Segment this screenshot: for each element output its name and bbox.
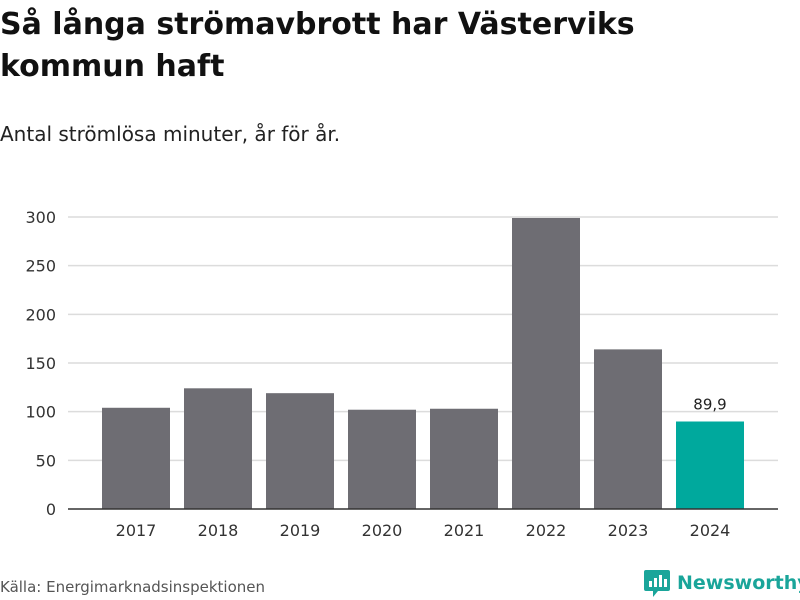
gridlines [68, 216, 778, 462]
bar-2017 [102, 407, 170, 509]
y-tick-label: 50 [36, 451, 56, 470]
newsworthy-logo-icon [644, 570, 670, 597]
y-axis-ticks: 0 50 100 150 200 250 300 [25, 208, 56, 519]
bar-2022 [512, 217, 580, 509]
bar-chart: 0 50 100 150 200 250 300 89,9 2017 2018 2019 2020… [25, 208, 778, 540]
x-tick-label: 2017 [116, 521, 157, 540]
bar-2023 [594, 349, 662, 509]
brand-name: Newsworthy [677, 572, 800, 594]
bar-2024 [676, 421, 744, 509]
x-axis-ticks: 2017 2018 2019 2020 2021 2022 2023 2024 [116, 521, 731, 540]
x-tick-label: 2020 [362, 521, 403, 540]
x-tick-label: 2022 [526, 521, 567, 540]
bar-2018 [184, 388, 252, 509]
y-tick-label: 200 [25, 305, 56, 324]
bar-2021 [430, 408, 498, 509]
chart-subtitle: Antal strömlösa minuter, år för år. [0, 122, 341, 146]
bar-2020 [348, 409, 416, 509]
x-tick-label: 2019 [280, 521, 321, 540]
y-tick-label: 250 [25, 257, 56, 276]
x-tick-label: 2024 [690, 521, 731, 540]
source-note: Källa: Energimarknadsinspektionen [0, 578, 266, 596]
bar-2019 [266, 393, 334, 509]
chart-title: Så långa strömavbrott har Västerviks kom… [0, 7, 635, 84]
y-tick-label: 300 [25, 208, 56, 227]
y-tick-label: 100 [25, 403, 56, 422]
x-tick-label: 2021 [444, 521, 485, 540]
y-tick-label: 0 [46, 500, 56, 519]
y-tick-label: 150 [25, 354, 56, 373]
brand-logo: Newsworthy [643, 566, 800, 600]
bars [102, 217, 744, 509]
data-labels: 89,9 [693, 395, 726, 413]
x-tick-label: 2023 [608, 521, 649, 540]
data-label-2024: 89,9 [693, 395, 726, 413]
x-tick-label: 2018 [198, 521, 239, 540]
